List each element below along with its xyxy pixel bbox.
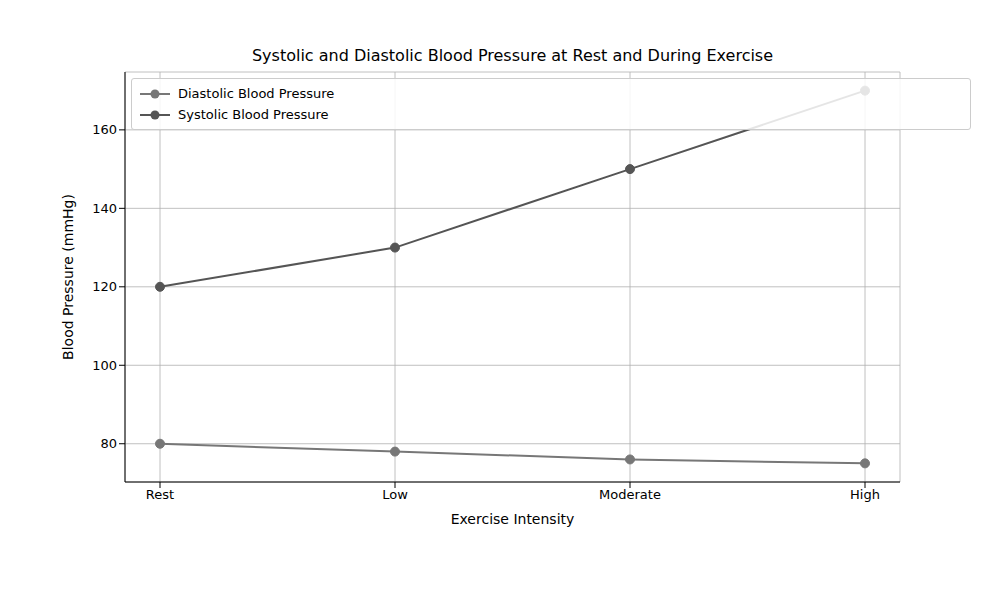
- html-text:Systolic Blood Pressure: Systolic Blood Pressure: [178, 107, 329, 122]
- svg-text:High: High: [850, 487, 880, 502]
- svg-text:Exercise Intensity: Exercise Intensity: [451, 511, 575, 527]
- svg-text:Moderate: Moderate: [599, 487, 661, 502]
- svg-text:Rest: Rest: [146, 487, 174, 502]
- html-text:Systolic and Diastolic Blood P: Systolic and Diastolic Blood Pressure at…: [251, 46, 773, 65]
- svg-text:140: 140: [92, 201, 117, 216]
- svg-text:Low: Low: [382, 487, 408, 502]
- svg-text:160: 160: [92, 122, 117, 137]
- html-text:Diastolic Blood Pressure: Diastolic Blood Pressure: [178, 86, 335, 101]
- svg-text:80: 80: [100, 436, 117, 451]
- svg-text:Blood Pressure (mmHg): Blood Pressure (mmHg): [60, 194, 76, 360]
- svg-text:100: 100: [92, 358, 117, 373]
- svg-text:120: 120: [92, 279, 117, 294]
